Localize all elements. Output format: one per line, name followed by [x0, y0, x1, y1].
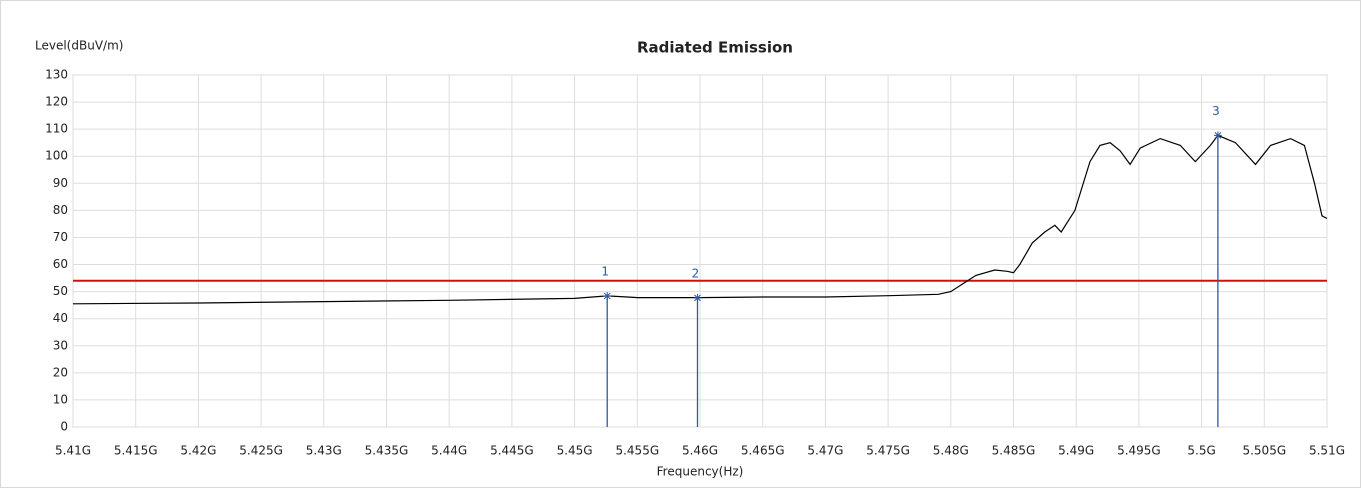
x-tick-label: 5.51G — [1309, 444, 1345, 458]
y-tick-label: 120 — [45, 95, 68, 109]
y-tick-label: 20 — [53, 365, 68, 379]
marker-point — [1213, 131, 1222, 140]
x-tick-label: 5.41G — [55, 444, 91, 458]
chart-title: Radiated Emission — [637, 39, 793, 57]
x-tick-label: 5.44G — [431, 444, 467, 458]
marker-point — [603, 291, 612, 300]
marker-point — [693, 293, 702, 302]
y-tick-label: 60 — [53, 257, 68, 271]
x-tick-label: 5.47G — [807, 444, 843, 458]
x-tick-label: 5.48G — [933, 444, 969, 458]
y-tick-label: 30 — [53, 338, 68, 352]
y-tick-label: 90 — [53, 176, 68, 190]
x-tick-label: 5.465G — [741, 444, 785, 458]
x-tick-label: 5.485G — [992, 444, 1036, 458]
x-tick-label: 5.49G — [1058, 444, 1094, 458]
y-tick-label: 130 — [45, 68, 68, 82]
x-tick-label: 5.42G — [180, 444, 216, 458]
x-tick-label: 5.445G — [490, 444, 534, 458]
x-tick-label: 5.455G — [615, 444, 659, 458]
y-tick-label: 70 — [53, 230, 68, 244]
x-tick-label: 5.45G — [557, 444, 593, 458]
y-tick-label: 100 — [45, 149, 68, 163]
x-tick-label: 5.415G — [114, 444, 158, 458]
marker-label: 2 — [692, 266, 700, 280]
x-tick-label: 5.46G — [682, 444, 718, 458]
y-tick-label: 0 — [60, 420, 68, 434]
y-tick-label: 10 — [53, 392, 68, 406]
y-tick-label: 40 — [53, 311, 68, 325]
x-tick-label: 5.475G — [866, 444, 910, 458]
y-tick-label: 80 — [53, 203, 68, 217]
x-tick-label: 5.5G — [1187, 444, 1215, 458]
x-tick-label: 5.43G — [306, 444, 342, 458]
y-tick-label: 50 — [53, 284, 68, 298]
x-axis-label: Frequency(Hz) — [657, 465, 744, 479]
x-tick-label: 5.495G — [1117, 444, 1161, 458]
x-tick-label: 5.505G — [1242, 444, 1286, 458]
y-axis-label: Level(dBuV/m) — [35, 39, 123, 53]
marker-label: 1 — [601, 264, 609, 278]
marker-label: 3 — [1212, 104, 1220, 118]
x-tick-label: 5.425G — [239, 444, 283, 458]
x-tick-label: 5.435G — [365, 444, 409, 458]
y-tick-label: 110 — [45, 122, 68, 136]
